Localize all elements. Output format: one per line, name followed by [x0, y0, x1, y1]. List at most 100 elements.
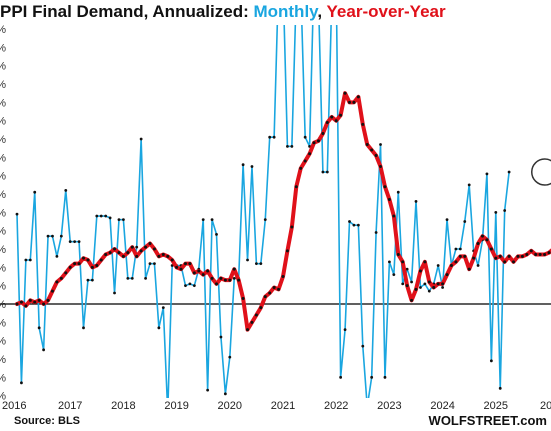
data-point-monthly — [68, 240, 72, 244]
data-point-yoy — [237, 278, 241, 282]
data-point-yoy — [166, 254, 170, 258]
data-point-monthly — [215, 232, 218, 236]
data-point-monthly — [117, 218, 121, 222]
data-point-monthly — [379, 143, 382, 146]
data-point-monthly — [494, 210, 498, 214]
data-point-yoy — [188, 262, 192, 266]
data-point-yoy — [50, 289, 54, 293]
y-tick-label: % — [0, 354, 6, 366]
data-point-yoy — [503, 260, 507, 264]
data-point-yoy — [108, 251, 112, 255]
data-point-monthly — [436, 264, 440, 267]
data-point-yoy — [494, 256, 498, 260]
data-point-monthly — [161, 306, 165, 310]
data-point-yoy — [543, 253, 547, 257]
data-point-monthly — [352, 223, 356, 227]
y-tick-label: % — [0, 262, 6, 274]
data-point-yoy — [24, 304, 28, 308]
data-point-monthly — [441, 286, 444, 289]
data-point-yoy — [246, 328, 250, 332]
y-tick-label: % — [0, 61, 6, 73]
title-monthly: Monthly — [253, 2, 318, 21]
data-point-monthly — [228, 355, 232, 359]
data-point-yoy — [525, 253, 529, 257]
data-point-yoy — [77, 262, 81, 266]
data-point-yoy — [316, 139, 320, 143]
data-point-yoy — [387, 198, 391, 202]
data-point-monthly — [290, 144, 294, 148]
data-point-yoy — [104, 253, 108, 257]
data-point-monthly — [135, 245, 139, 249]
data-point-yoy — [334, 119, 338, 123]
data-point-yoy — [538, 253, 542, 257]
data-point-yoy — [232, 267, 236, 271]
data-point-monthly — [126, 276, 130, 280]
y-tick-label: % — [0, 134, 6, 146]
data-point-yoy — [489, 247, 493, 251]
data-point-yoy — [365, 143, 369, 147]
data-point-monthly — [108, 216, 112, 220]
data-point-yoy — [383, 185, 387, 189]
data-point-yoy — [379, 165, 383, 169]
data-point-yoy — [405, 284, 409, 288]
data-point-yoy — [529, 249, 533, 253]
data-point-yoy — [59, 276, 63, 280]
y-tick-label: % — [0, 391, 6, 403]
data-point-yoy — [312, 141, 316, 145]
y-tick-label: % — [0, 189, 6, 201]
data-point-yoy — [427, 280, 431, 284]
data-point-yoy — [210, 276, 214, 280]
data-point-monthly — [503, 209, 507, 212]
data-point-yoy — [449, 264, 453, 268]
y-tick-label: % — [0, 372, 6, 384]
data-point-monthly — [113, 291, 116, 295]
data-point-yoy — [117, 251, 121, 255]
data-point-monthly — [157, 326, 161, 330]
y-tick-label: % — [0, 244, 6, 256]
data-point-monthly — [99, 214, 103, 218]
data-point-monthly — [104, 214, 108, 218]
data-point-monthly — [303, 135, 307, 139]
plot-area — [15, 25, 551, 398]
data-point-monthly — [458, 247, 462, 251]
data-point-monthly — [59, 234, 63, 238]
data-point-monthly — [20, 381, 23, 385]
data-point-yoy — [512, 260, 516, 264]
data-point-yoy — [161, 253, 165, 257]
x-tick-label: 2019 — [164, 400, 188, 412]
x-tick-label: 2021 — [271, 400, 295, 412]
data-point-monthly — [64, 188, 68, 192]
data-point-monthly — [454, 247, 458, 251]
data-point-yoy — [520, 254, 524, 258]
data-point-monthly — [77, 240, 81, 244]
x-axis: 2016 2017 2018 2019 2020 2021 2022 2023 2024 2025… — [2, 400, 551, 412]
data-point-yoy — [219, 276, 223, 280]
data-point-yoy — [285, 249, 289, 253]
y-tick-label: % — [0, 207, 6, 219]
data-point-yoy — [352, 100, 356, 104]
data-point-yoy — [445, 273, 449, 277]
data-point-monthly — [130, 276, 134, 280]
data-point-yoy — [263, 295, 267, 299]
data-point-monthly — [122, 218, 125, 222]
data-point-yoy — [192, 271, 196, 275]
data-point-monthly — [374, 231, 378, 234]
data-point-yoy — [343, 91, 347, 95]
x-tick-label: 2020 — [218, 400, 242, 412]
data-point-yoy — [547, 251, 551, 255]
data-point-monthly — [370, 375, 374, 379]
x-tick-label: 2024 — [430, 400, 454, 412]
data-point-yoy — [321, 132, 325, 136]
data-point-monthly — [219, 335, 223, 339]
data-point-yoy — [170, 258, 174, 262]
data-point-monthly — [255, 262, 258, 266]
y-tick-label: % — [0, 24, 6, 36]
data-point-monthly — [463, 220, 467, 223]
data-point-yoy — [37, 298, 41, 302]
y-axis: %%%%%%%%%%%%%%%%%%%%% — [0, 24, 6, 403]
data-point-monthly — [476, 264, 480, 267]
data-point-yoy — [277, 287, 281, 291]
data-point-monthly — [24, 258, 28, 262]
data-point-monthly — [259, 262, 263, 266]
